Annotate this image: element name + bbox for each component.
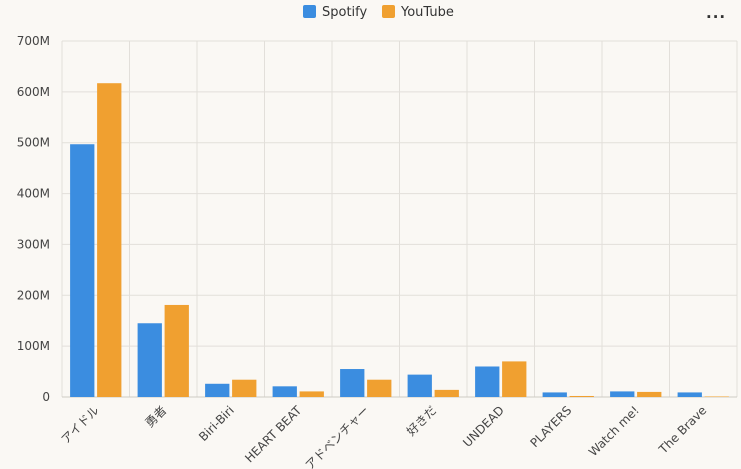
bar-youtube-8[interactable] [637, 391, 662, 397]
legend-item-youtube[interactable]: YouTube [382, 5, 454, 20]
x-tick-label: Biri-Biri [196, 403, 237, 444]
y-tick-label: 200M [17, 288, 50, 302]
x-tick-label: 勇者 [142, 403, 169, 430]
bar-youtube-3[interactable] [299, 391, 324, 397]
legend-label: Spotify [322, 5, 368, 20]
y-tick-label: 400M [17, 187, 50, 201]
legend-item-spotify[interactable]: Spotify [303, 5, 368, 20]
legend-swatch [303, 5, 316, 18]
y-axis: 0 100M 200M 300M 400M 500M 600M 700M [17, 34, 50, 404]
y-tick-label: 0 [42, 390, 50, 404]
y-tick-label: 100M [17, 339, 50, 353]
y-tick-label: 300M [17, 237, 50, 251]
bars [70, 83, 729, 397]
bar-spotify-5[interactable] [407, 374, 432, 397]
bar-youtube-9[interactable] [704, 396, 729, 397]
y-tick-label: 600M [17, 85, 50, 99]
legend-label: YouTube [400, 5, 454, 20]
bar-spotify-1[interactable] [137, 323, 162, 397]
x-tick-label: アイドル [58, 403, 101, 446]
bar-spotify-6[interactable] [475, 366, 500, 397]
legend-swatch [382, 5, 395, 18]
bar-spotify-7[interactable] [542, 392, 567, 397]
x-tick-label: Watch me! [586, 403, 642, 459]
x-tick-label: HEART BEAT [242, 403, 305, 466]
x-tick-label: UNDEAD [460, 403, 507, 450]
bar-youtube-4[interactable] [367, 379, 392, 397]
bar-youtube-2[interactable] [232, 379, 257, 397]
bar-spotify-0[interactable] [70, 144, 95, 397]
bar-spotify-4[interactable] [340, 369, 365, 397]
x-tick-label: 好きだ [404, 403, 439, 438]
bar-spotify-8[interactable] [610, 391, 635, 397]
bar-spotify-9[interactable] [677, 392, 702, 397]
bar-spotify-3[interactable] [272, 386, 297, 397]
y-tick-label: 500M [17, 136, 50, 150]
x-tick-label: The Brave [656, 403, 710, 457]
legend[interactable]: Spotify YouTube [303, 5, 454, 20]
y-tick-label: 700M [17, 34, 50, 48]
bar-youtube-1[interactable] [164, 304, 189, 397]
x-tick-label: PLAYERS [527, 403, 574, 450]
x-tick-label: アドベンチャー [303, 403, 372, 469]
bar-youtube-7[interactable] [569, 395, 594, 397]
bar-youtube-5[interactable] [434, 389, 459, 397]
bar-youtube-6[interactable] [502, 361, 527, 397]
bar-youtube-0[interactable] [97, 83, 122, 397]
more-options-icon[interactable]: ··· [706, 8, 727, 26]
gridlines [61, 40, 738, 398]
bar-spotify-2[interactable] [205, 383, 230, 397]
